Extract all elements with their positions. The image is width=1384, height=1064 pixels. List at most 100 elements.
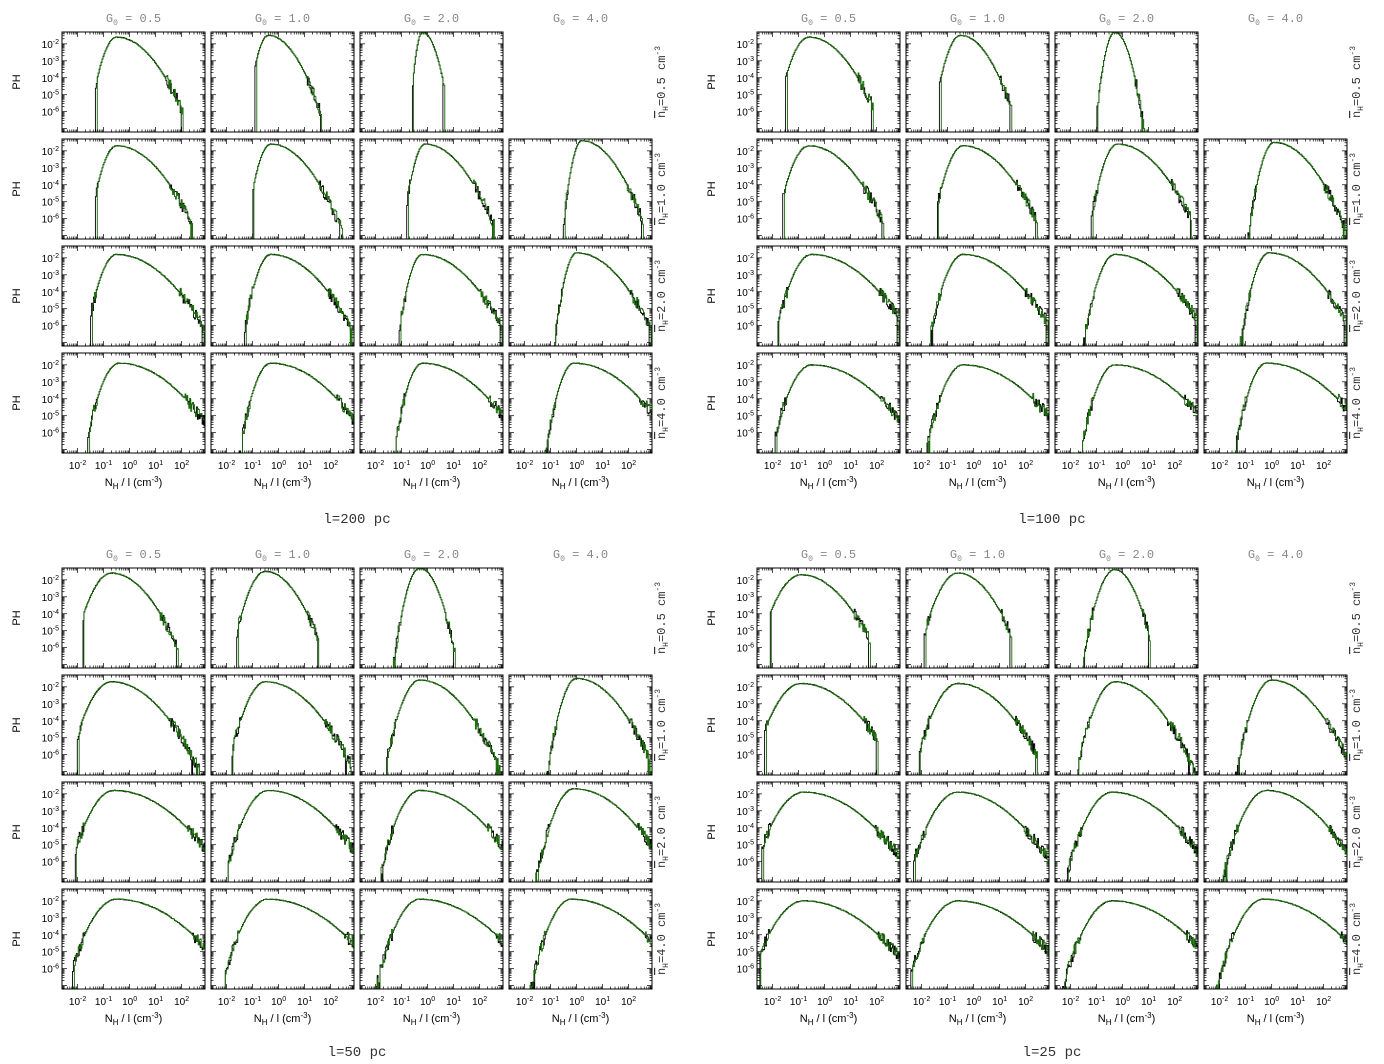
x-axis-label: NH / l (cm-3) <box>403 475 461 491</box>
series-b-curve <box>757 36 900 133</box>
x-tick-label: 100 <box>569 460 584 472</box>
series-a-curve <box>62 253 205 347</box>
series-a-curve <box>211 362 354 454</box>
y-axis-label: PH <box>11 395 23 410</box>
series-a-curve <box>906 34 1049 133</box>
panel-frame <box>61 352 206 454</box>
panel-r2-c2 <box>359 245 504 347</box>
panel-frame <box>508 245 653 347</box>
y-tick-label: 10-4 <box>737 180 754 192</box>
panel-r0-c1 <box>210 31 355 133</box>
series-b-curve <box>211 362 354 454</box>
y-tick-label: 10-4 <box>42 73 59 85</box>
x-tick-label: 10-2 <box>367 460 384 472</box>
series-b-curve <box>62 362 205 454</box>
panel-r1-c3 <box>1203 138 1348 240</box>
x-tick-label: 101 <box>595 460 610 472</box>
y-tick-label: 10-4 <box>42 287 59 299</box>
y-axis-label: PH <box>11 74 23 89</box>
column-header: G0 = 1.0 <box>255 12 310 28</box>
y-tick-label: 10-6 <box>737 107 754 119</box>
series-b-curve <box>509 252 652 347</box>
row-label: nH=0.5 cm-3 <box>654 46 671 118</box>
y-tick-label: 10-3 <box>737 270 754 282</box>
panel-r1-c0: 10-2 10-3 10-4 10-5 10-6 PH <box>706 138 901 240</box>
panel-frame <box>359 138 504 240</box>
panel-frame <box>210 352 355 454</box>
x-tick-label: 10-2 <box>69 460 86 472</box>
panel-frame <box>1054 31 1199 133</box>
y-tick-label: 10-5 <box>42 304 59 316</box>
y-tick-label: 10-4 <box>737 73 754 85</box>
series-b-curve <box>62 145 205 240</box>
panel-r3-c2: 10-2 10-1 100 101 102 NH / l (cm-3) <box>359 352 504 491</box>
panel-frame <box>756 245 901 347</box>
group-title: l=100 pc <box>1018 512 1085 528</box>
x-axis-label: NH / l (cm-3) <box>105 475 163 491</box>
series-a-curve <box>211 253 354 347</box>
x-axis-label: NH / l (cm-3) <box>254 475 312 491</box>
panel-frame <box>359 245 504 347</box>
panel-frame <box>210 31 355 133</box>
y-tick-label: 10-5 <box>737 304 754 316</box>
y-tick-label: 10-3 <box>42 377 59 389</box>
row-label: nH=2.0 cm-3 <box>1349 260 1366 332</box>
column-header: G0 = 0.5 <box>801 12 856 28</box>
y-tick-label: 10-6 <box>42 214 59 226</box>
panel-r1-c0: 10-2 10-3 10-4 10-5 10-6 PH <box>11 138 206 240</box>
y-tick-label: 10-2 <box>737 39 754 51</box>
series-b-curve <box>1204 141 1347 240</box>
panel-frame <box>359 31 504 133</box>
y-axis-label: PH <box>706 288 718 303</box>
series-a-curve <box>509 252 652 347</box>
y-axis-label: PH <box>11 288 23 303</box>
y-tick-label: 10-2 <box>42 360 59 372</box>
panel-r2-c0: 10-2 10-3 10-4 10-5 10-6 PH <box>11 245 206 347</box>
y-tick-label: 10-2 <box>737 146 754 158</box>
series-a-curve <box>360 253 503 347</box>
series-a-curve <box>509 362 652 454</box>
series-a-curve <box>360 143 503 240</box>
series-a-curve <box>211 34 354 133</box>
series-b-curve <box>360 253 503 347</box>
y-tick-label: 10-3 <box>737 163 754 175</box>
x-tick-label: 102 <box>323 460 338 472</box>
column-header: G0 = 4.0 <box>553 12 608 28</box>
y-tick-label: 10-4 <box>737 287 754 299</box>
y-tick-label: 10-6 <box>42 321 59 333</box>
panel-frame <box>61 31 206 133</box>
x-tick-label: 10-2 <box>516 460 533 472</box>
y-tick-label: 10-6 <box>737 321 754 333</box>
y-tick-label: 10-6 <box>737 214 754 226</box>
panel-frame <box>1203 138 1348 240</box>
column-header: G0 = 4.0 <box>1248 12 1303 28</box>
series-b-curve <box>62 36 205 133</box>
panel-frame <box>1054 138 1199 240</box>
x-tick-label: 100 <box>420 460 435 472</box>
y-tick-label: 10-5 <box>42 90 59 102</box>
panel-r3-c3: 10-2 10-1 100 101 102 NH / l (cm-3) <box>508 352 653 491</box>
series-b-curve <box>211 253 354 347</box>
series-a-curve <box>906 145 1049 240</box>
x-tick-label: 10-2 <box>218 460 235 472</box>
series-b-curve <box>1055 143 1198 240</box>
row-label: nH=4.0 cm-3 <box>1349 367 1366 439</box>
y-tick-label: 10-2 <box>42 146 59 158</box>
series-b-curve <box>211 34 354 133</box>
panel-frame <box>61 245 206 347</box>
y-tick-label: 10-2 <box>42 253 59 265</box>
x-tick-label: 10-1 <box>393 460 410 472</box>
y-axis-label: PH <box>706 74 718 89</box>
x-axis-label: NH / l (cm-3) <box>552 475 610 491</box>
y-axis-label: PH <box>706 181 718 196</box>
panel-r0-c0: 10-2 10-3 10-4 10-5 10-6 PH <box>11 31 206 133</box>
series-b-curve <box>62 253 205 347</box>
y-tick-label: 10-5 <box>737 197 754 209</box>
y-tick-label: 10-5 <box>42 197 59 209</box>
y-axis-label: PH <box>11 181 23 196</box>
y-tick-label: 10-2 <box>42 39 59 51</box>
panel-frame <box>756 138 901 240</box>
panel-r0-c2 <box>1054 31 1199 133</box>
series-b-curve <box>211 143 354 240</box>
x-tick-label: 102 <box>174 460 189 472</box>
